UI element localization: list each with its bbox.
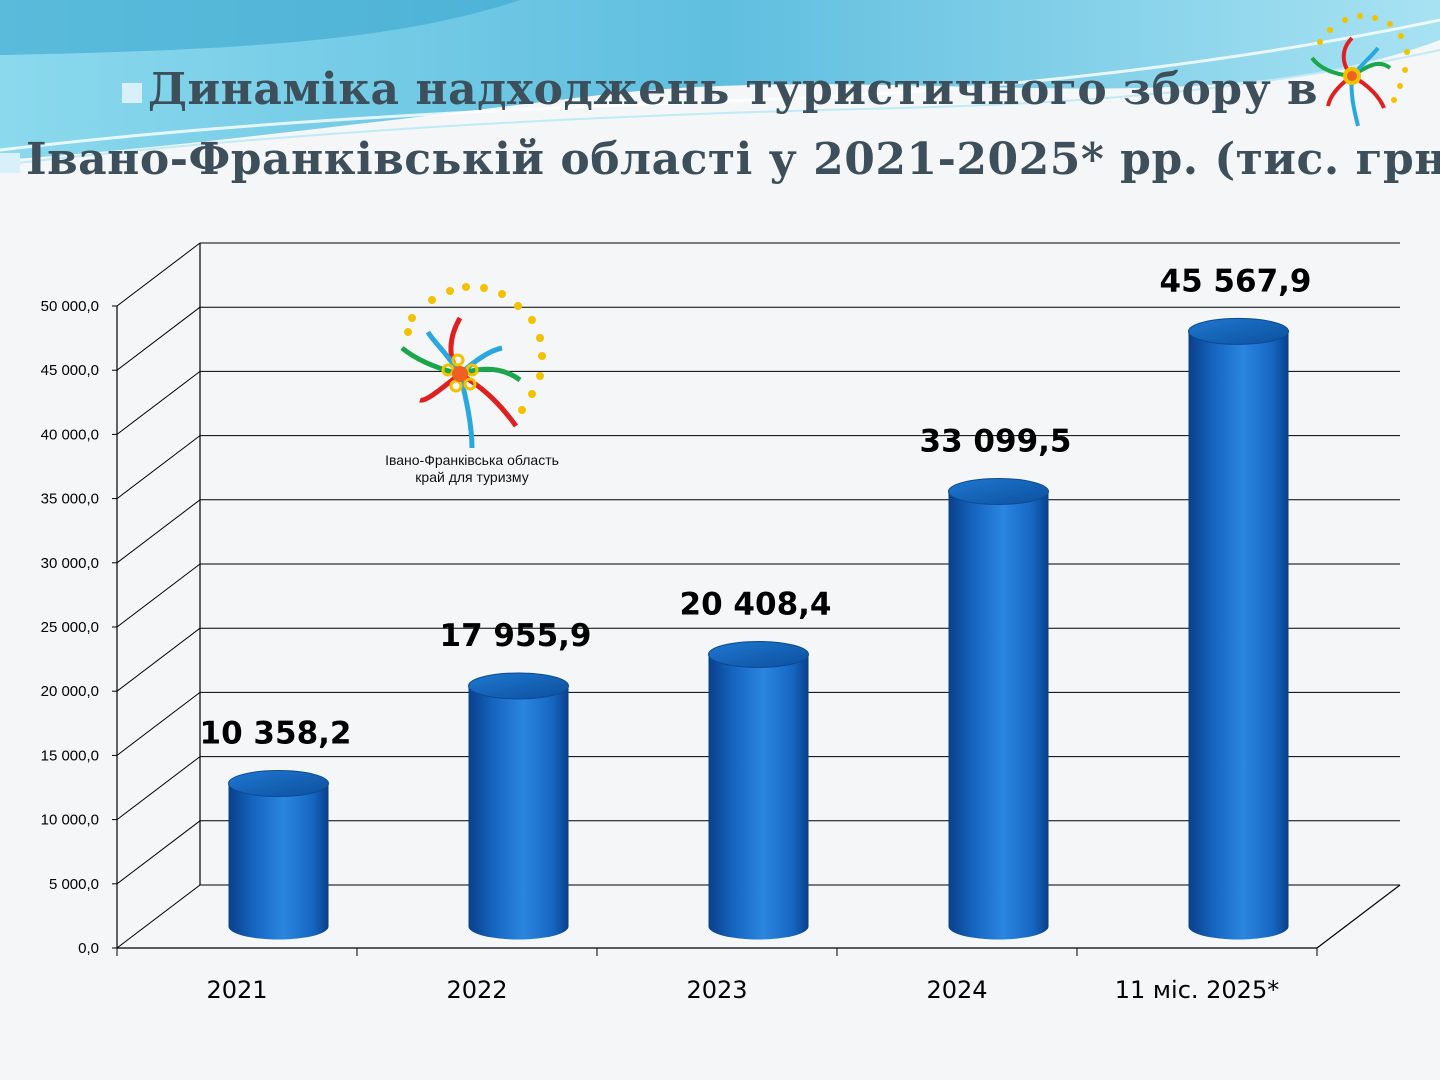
bar-body [468, 685, 569, 940]
x-tick-label: 2021 [206, 976, 267, 1004]
y-tick-label: 20 000,0 [41, 683, 99, 700]
gridline-diagonal [116, 499, 201, 564]
bar [708, 640, 809, 940]
bar-body [948, 491, 1049, 940]
bar-top [468, 672, 569, 700]
data-label: 45 567,9 [1160, 263, 1312, 299]
y-tick-label: 15 000,0 [41, 747, 99, 764]
bar [468, 672, 569, 940]
floor-edge [1316, 884, 1401, 949]
logo-caption-line-1: Івано-Франківська область [385, 452, 559, 468]
y-tick-label: 5 000,0 [49, 876, 99, 893]
y-tick-label: 40 000,0 [41, 426, 99, 443]
y-tick-label: 35 000,0 [41, 491, 99, 508]
bar [948, 478, 1049, 940]
x-tick-label: 2022 [446, 976, 507, 1004]
bar [228, 770, 329, 940]
gridline-diagonal [116, 756, 201, 820]
bar-body [1188, 331, 1289, 940]
gridline-diagonal [116, 884, 201, 949]
chart-title-line-2: Івано-Франківській області у 2021-2025* … [0, 134, 1440, 185]
title-text-2: Івано-Франківській області у 2021-2025* … [26, 134, 1440, 185]
bullet-square [0, 152, 20, 173]
gridline-diagonal [116, 820, 201, 885]
y-tick-label: 50 000,0 [41, 298, 99, 315]
x-tick-label: 11 міс. 2025* [1115, 976, 1279, 1004]
corner-logo-icon [1310, 13, 1410, 127]
gridline-diagonal [116, 242, 201, 307]
chart-title-line-1: Динаміка надходжень туристичного збору в [0, 64, 1440, 115]
gridline-diagonal [116, 563, 201, 628]
y-tick-label: 0,0 [78, 940, 99, 957]
logo-caption-line-2: край для туризму [415, 469, 529, 485]
gridline-diagonal [116, 435, 201, 499]
gridline-diagonal [116, 692, 201, 756]
bar-top [1188, 317, 1289, 345]
gridline-diagonal [116, 371, 201, 435]
y-tick-label: 25 000,0 [41, 619, 99, 636]
data-label: 17 955,9 [440, 618, 592, 654]
gridline-diagonal [116, 306, 201, 371]
gridline-diagonal [116, 627, 201, 692]
bar [1188, 317, 1289, 940]
x-tick-label: 2024 [926, 976, 987, 1004]
logo-caption: Івано-Франківська область край для туриз… [372, 452, 572, 486]
y-tick-label: 10 000,0 [41, 812, 99, 829]
bullet-square [121, 82, 142, 103]
bar-top [228, 770, 329, 798]
y-tick-label: 30 000,0 [41, 555, 99, 572]
bar-top [948, 478, 1049, 506]
data-label: 20 408,4 [680, 586, 832, 622]
title-text-1: Динаміка надходжень туристичного збору в [147, 64, 1319, 115]
region-tourism-logo [400, 283, 546, 449]
bar-body [708, 654, 809, 940]
data-label: 10 358,2 [200, 716, 352, 752]
y-tick-label: 45 000,0 [41, 362, 99, 379]
x-tick-label: 2023 [686, 976, 747, 1004]
data-label: 33 099,5 [920, 424, 1072, 460]
bar-body [228, 783, 329, 940]
bar-top [708, 640, 809, 668]
